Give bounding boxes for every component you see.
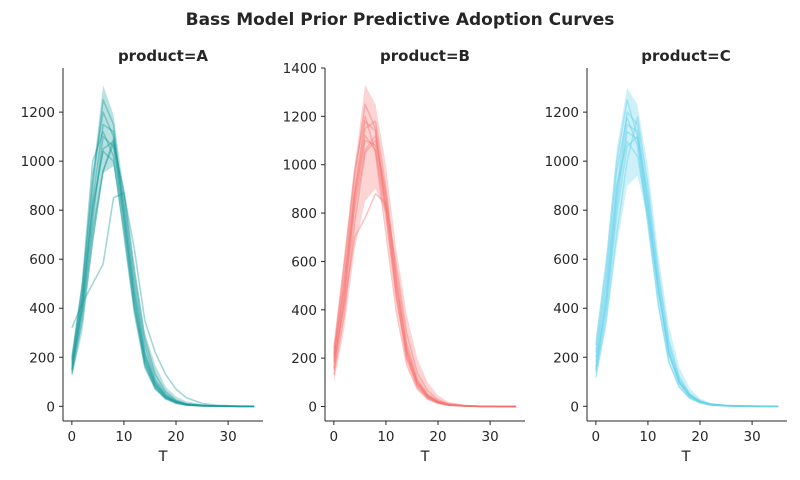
sample-curve-6	[333, 115, 517, 408]
y-tick-label: 800	[553, 203, 579, 219]
uncertainty-band	[71, 85, 255, 407]
sample-curve-3	[71, 192, 255, 408]
y-tick-label: 600	[553, 252, 579, 268]
sample-curve-1	[71, 140, 255, 408]
sample-curve-3	[595, 116, 779, 408]
panel-product-b: product=B T 0 200 400 600 800 1000 1200 1400 0 10…	[283, 47, 525, 465]
uncertainty-band	[333, 84, 517, 407]
sample-curve-8	[333, 134, 517, 408]
y-tick-label: 1400	[283, 61, 317, 77]
sample-curve-8	[595, 130, 779, 408]
y-tick-label: 400	[553, 301, 579, 317]
y-tick-label: 1000	[21, 154, 55, 170]
sample-curve-6	[71, 135, 255, 408]
sample-curve-2	[595, 99, 779, 408]
sample-curve-6	[595, 135, 779, 408]
panel-title: product=B	[380, 47, 470, 65]
sample-curve-4	[595, 140, 779, 408]
y-tick-label: 1200	[21, 105, 55, 121]
panel-title: product=A	[118, 47, 208, 65]
sample-curve-4	[333, 120, 517, 408]
x-tick-label: 10	[377, 429, 394, 445]
x-tick-label: 30	[744, 429, 761, 445]
x-axis-label: T	[158, 449, 168, 465]
x-tick-label: 20	[691, 429, 708, 445]
sample-curve-7	[71, 150, 255, 408]
y-tick-label: 0	[308, 399, 317, 415]
y-tick-label: 1000	[545, 154, 579, 170]
y-tick-label: 200	[553, 350, 579, 366]
sample-curve-9	[71, 111, 255, 408]
sample-curve-5	[71, 130, 255, 408]
y-tick-label: 400	[291, 303, 317, 319]
sample-curve-2	[333, 103, 517, 408]
sample-curve-4	[71, 143, 255, 408]
panel-product-a: product=A T 0 200 400 600 800 1000 1200 0 10 20 30	[21, 47, 263, 465]
y-tick-label: 0	[46, 399, 55, 415]
y-tick-label: 200	[291, 351, 317, 367]
x-tick-label: 0	[68, 429, 77, 445]
x-tick-label: 20	[429, 429, 446, 445]
x-tick-label: 30	[220, 429, 237, 445]
y-tick-label: 200	[29, 350, 55, 366]
sample-curve-5	[333, 139, 517, 408]
y-tick-label: 600	[29, 252, 55, 268]
x-tick-label: 10	[639, 429, 656, 445]
sample-curve-9	[333, 120, 517, 408]
y-tick-label: 800	[291, 206, 317, 222]
sample-curve-3	[333, 192, 517, 408]
y-tick-label: 400	[29, 301, 55, 317]
sample-curve-1	[333, 139, 517, 408]
sample-curve-8	[71, 138, 255, 408]
y-tick-label: 800	[29, 203, 55, 219]
x-tick-label: 10	[115, 429, 132, 445]
x-tick-label: 20	[167, 429, 184, 445]
y-tick-label: 1200	[283, 109, 317, 125]
x-tick-label: 0	[330, 429, 339, 445]
y-tick-label: 1200	[545, 105, 579, 121]
sample-curve-7	[333, 134, 517, 408]
y-tick-label: 1000	[283, 158, 317, 174]
sample-curve-2	[71, 99, 255, 408]
uncertainty-band	[595, 87, 779, 407]
panel-product-c: product=C T 0 200 400 600 800 1000 1200 0 10 20 30	[545, 47, 787, 465]
x-tick-label: 0	[592, 429, 601, 445]
x-axis-label: T	[420, 449, 430, 465]
panel-title: product=C	[641, 47, 731, 65]
sample-curve-10	[71, 123, 255, 408]
x-axis-label: T	[681, 449, 691, 465]
sample-curve-7	[595, 116, 779, 408]
y-tick-label: 600	[291, 254, 317, 270]
x-tick-label: 30	[482, 429, 499, 445]
figure-title: Bass Model Prior Predictive Adoption Cur…	[186, 10, 615, 30]
sample-curve-1	[595, 123, 779, 408]
sample-curve-5	[595, 111, 779, 408]
y-tick-label: 0	[570, 399, 579, 415]
